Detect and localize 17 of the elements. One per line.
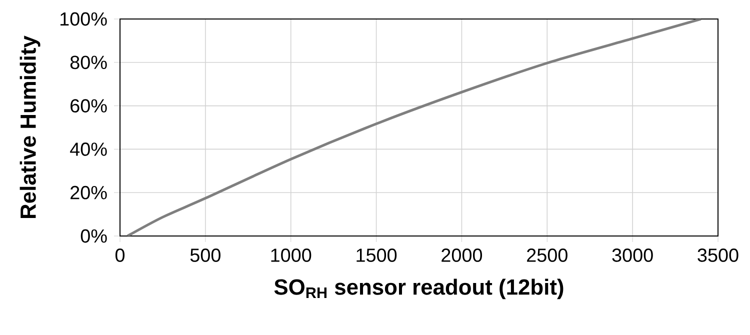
line-series [126,18,702,236]
x-tick-label: 3000 [612,248,653,262]
x-tick-label: 2500 [527,248,568,262]
x-tick-label: 1000 [271,248,312,262]
x-tick-label: 3500 [698,248,738,262]
y-tick-label: 60% [70,99,107,113]
x-tick-label: 0 [115,248,125,262]
y-tick-label: 100% [60,12,107,26]
y-tick-label: 20% [70,186,107,200]
x-axis-title: SO$_{RH}$ sensor readout (12bit) [274,278,564,300]
y-tick-label: 0% [80,229,107,243]
x-tick-label: 2000 [442,248,482,262]
y-axis-title: Relative Humidity [20,36,40,218]
y-tick-label: 40% [70,142,107,156]
y-tick-label: 80% [70,56,107,70]
x-tick-label: 1500 [356,248,397,262]
x-tick-label: 500 [190,248,220,262]
